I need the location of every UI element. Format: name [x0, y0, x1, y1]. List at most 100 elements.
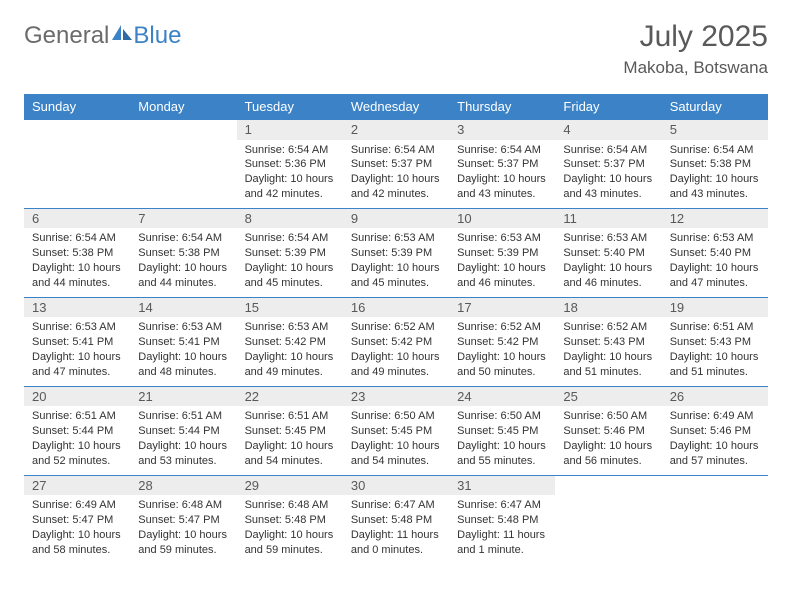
sunrise-line: Sunrise: 6:49 AM [670, 409, 760, 424]
day-number-cell [24, 120, 130, 140]
daylight-line: Daylight: 10 hours and 50 minutes. [457, 350, 547, 380]
sunset-line: Sunset: 5:45 PM [351, 424, 441, 439]
daylight-line: Daylight: 10 hours and 44 minutes. [32, 261, 122, 291]
sunset-line: Sunset: 5:39 PM [351, 246, 441, 261]
day-data-cell: Sunrise: 6:47 AMSunset: 5:48 PMDaylight:… [449, 495, 555, 563]
day-data-cell: Sunrise: 6:53 AMSunset: 5:41 PMDaylight:… [24, 317, 130, 386]
daylight-line: Daylight: 10 hours and 43 minutes. [457, 172, 547, 202]
sunset-line: Sunset: 5:38 PM [670, 157, 760, 172]
weekday-header: Wednesday [343, 94, 449, 120]
sunset-line: Sunset: 5:37 PM [351, 157, 441, 172]
day-data-cell [130, 140, 236, 209]
daylight-line: Daylight: 10 hours and 45 minutes. [351, 261, 441, 291]
sunrise-line: Sunrise: 6:51 AM [670, 320, 760, 335]
day-number-cell: 26 [662, 386, 768, 406]
day-data-cell: Sunrise: 6:54 AMSunset: 5:38 PMDaylight:… [662, 140, 768, 209]
location: Makoba, Botswana [623, 58, 768, 78]
daylight-line: Daylight: 11 hours and 1 minute. [457, 528, 547, 558]
sunrise-line: Sunrise: 6:51 AM [138, 409, 228, 424]
day-data-cell: Sunrise: 6:51 AMSunset: 5:44 PMDaylight:… [24, 406, 130, 475]
day-data-cell: Sunrise: 6:54 AMSunset: 5:37 PMDaylight:… [449, 140, 555, 209]
day-number-cell: 13 [24, 297, 130, 317]
sunrise-line: Sunrise: 6:54 AM [563, 143, 653, 158]
sunrise-line: Sunrise: 6:47 AM [351, 498, 441, 513]
day-data-cell: Sunrise: 6:48 AMSunset: 5:47 PMDaylight:… [130, 495, 236, 563]
sunset-line: Sunset: 5:48 PM [457, 513, 547, 528]
calendar-body: 12345Sunrise: 6:54 AMSunset: 5:36 PMDayl… [24, 120, 768, 564]
day-data-cell: Sunrise: 6:54 AMSunset: 5:36 PMDaylight:… [237, 140, 343, 209]
day-number-cell: 30 [343, 475, 449, 495]
sunrise-line: Sunrise: 6:53 AM [351, 231, 441, 246]
day-data-cell [662, 495, 768, 563]
sunset-line: Sunset: 5:45 PM [245, 424, 335, 439]
logo: General Blue [24, 22, 181, 50]
sunrise-line: Sunrise: 6:53 AM [138, 320, 228, 335]
day-data-cell: Sunrise: 6:54 AMSunset: 5:39 PMDaylight:… [237, 228, 343, 297]
day-number-cell: 31 [449, 475, 555, 495]
daylight-line: Daylight: 10 hours and 51 minutes. [670, 350, 760, 380]
sunset-line: Sunset: 5:41 PM [138, 335, 228, 350]
day-number-cell: 28 [130, 475, 236, 495]
day-data-cell: Sunrise: 6:54 AMSunset: 5:38 PMDaylight:… [130, 228, 236, 297]
daylight-line: Daylight: 10 hours and 44 minutes. [138, 261, 228, 291]
day-number-cell [130, 120, 236, 140]
sunset-line: Sunset: 5:37 PM [457, 157, 547, 172]
day-data-cell: Sunrise: 6:54 AMSunset: 5:37 PMDaylight:… [343, 140, 449, 209]
daylight-line: Daylight: 10 hours and 52 minutes. [32, 439, 122, 469]
sunrise-line: Sunrise: 6:54 AM [670, 143, 760, 158]
sunset-line: Sunset: 5:37 PM [563, 157, 653, 172]
daylight-line: Daylight: 10 hours and 46 minutes. [457, 261, 547, 291]
sunrise-line: Sunrise: 6:53 AM [563, 231, 653, 246]
day-number-cell: 16 [343, 297, 449, 317]
daylight-line: Daylight: 10 hours and 49 minutes. [351, 350, 441, 380]
sunset-line: Sunset: 5:39 PM [457, 246, 547, 261]
sunset-line: Sunset: 5:40 PM [670, 246, 760, 261]
day-number-cell: 10 [449, 208, 555, 228]
day-data-cell: Sunrise: 6:50 AMSunset: 5:45 PMDaylight:… [449, 406, 555, 475]
daylight-line: Daylight: 10 hours and 54 minutes. [351, 439, 441, 469]
day-number-cell: 21 [130, 386, 236, 406]
sunset-line: Sunset: 5:48 PM [351, 513, 441, 528]
sunset-line: Sunset: 5:43 PM [670, 335, 760, 350]
daylight-line: Daylight: 10 hours and 55 minutes. [457, 439, 547, 469]
sunrise-line: Sunrise: 6:47 AM [457, 498, 547, 513]
weekday-header: Friday [555, 94, 661, 120]
sunrise-line: Sunrise: 6:54 AM [138, 231, 228, 246]
day-data-cell: Sunrise: 6:53 AMSunset: 5:40 PMDaylight:… [555, 228, 661, 297]
day-number-cell: 15 [237, 297, 343, 317]
daylight-line: Daylight: 10 hours and 42 minutes. [245, 172, 335, 202]
day-data-cell: Sunrise: 6:50 AMSunset: 5:46 PMDaylight:… [555, 406, 661, 475]
day-number-cell: 23 [343, 386, 449, 406]
sunrise-line: Sunrise: 6:54 AM [457, 143, 547, 158]
sunset-line: Sunset: 5:44 PM [138, 424, 228, 439]
daylight-line: Daylight: 10 hours and 49 minutes. [245, 350, 335, 380]
day-data-cell: Sunrise: 6:50 AMSunset: 5:45 PMDaylight:… [343, 406, 449, 475]
weekday-header-row: SundayMondayTuesdayWednesdayThursdayFrid… [24, 94, 768, 120]
sunrise-line: Sunrise: 6:51 AM [245, 409, 335, 424]
day-data-cell: Sunrise: 6:48 AMSunset: 5:48 PMDaylight:… [237, 495, 343, 563]
header: General Blue July 2025 Makoba, Botswana [24, 20, 768, 78]
sunset-line: Sunset: 5:40 PM [563, 246, 653, 261]
day-number-cell: 1 [237, 120, 343, 140]
daylight-line: Daylight: 10 hours and 48 minutes. [138, 350, 228, 380]
sunset-line: Sunset: 5:42 PM [245, 335, 335, 350]
sunset-line: Sunset: 5:45 PM [457, 424, 547, 439]
sunset-line: Sunset: 5:46 PM [563, 424, 653, 439]
daylight-line: Daylight: 10 hours and 58 minutes. [32, 528, 122, 558]
day-data-cell: Sunrise: 6:49 AMSunset: 5:46 PMDaylight:… [662, 406, 768, 475]
sunrise-line: Sunrise: 6:53 AM [457, 231, 547, 246]
day-number-cell: 5 [662, 120, 768, 140]
weekday-header: Tuesday [237, 94, 343, 120]
day-data-cell: Sunrise: 6:53 AMSunset: 5:40 PMDaylight:… [662, 228, 768, 297]
sunrise-line: Sunrise: 6:54 AM [32, 231, 122, 246]
sunrise-line: Sunrise: 6:50 AM [563, 409, 653, 424]
day-data-cell: Sunrise: 6:51 AMSunset: 5:45 PMDaylight:… [237, 406, 343, 475]
sunset-line: Sunset: 5:47 PM [32, 513, 122, 528]
day-data-cell: Sunrise: 6:54 AMSunset: 5:38 PMDaylight:… [24, 228, 130, 297]
daylight-line: Daylight: 10 hours and 57 minutes. [670, 439, 760, 469]
sunrise-line: Sunrise: 6:52 AM [563, 320, 653, 335]
day-number-cell: 20 [24, 386, 130, 406]
sunset-line: Sunset: 5:42 PM [351, 335, 441, 350]
day-data-cell: Sunrise: 6:51 AMSunset: 5:44 PMDaylight:… [130, 406, 236, 475]
calendar-table: SundayMondayTuesdayWednesdayThursdayFrid… [24, 94, 768, 563]
